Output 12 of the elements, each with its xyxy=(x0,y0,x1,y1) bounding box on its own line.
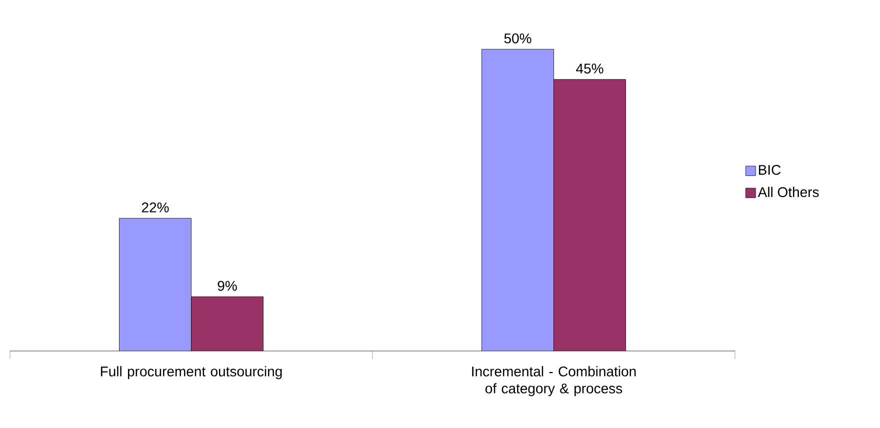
data-label: 9% xyxy=(218,280,237,291)
x-tick-label: Incremental - Combination of category & process xyxy=(472,366,636,396)
bar xyxy=(482,49,554,351)
bar xyxy=(191,296,264,351)
bar xyxy=(554,79,626,351)
data-label: 45% xyxy=(576,64,604,74)
x-tick-label: Full procurement outsourcing xyxy=(100,366,282,380)
legend-label: All Others xyxy=(758,186,819,198)
legend-label: BIC xyxy=(758,164,781,175)
bar xyxy=(119,218,192,351)
data-label: 50% xyxy=(504,33,532,44)
data-label: 22% xyxy=(142,202,169,212)
